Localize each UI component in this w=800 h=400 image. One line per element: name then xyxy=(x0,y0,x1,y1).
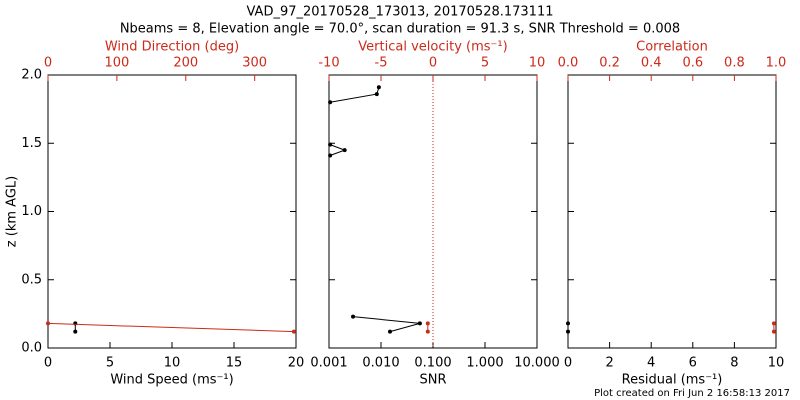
plot-frame xyxy=(47,74,297,349)
x-tick-label: 4 xyxy=(647,356,655,371)
x2-axis-label: Correlation xyxy=(636,40,708,55)
x2-tick-label: 0.8 xyxy=(724,56,745,71)
profile-point xyxy=(417,321,422,326)
x-tick-label: 2 xyxy=(605,356,613,371)
x-tick-label: 10 xyxy=(164,356,181,371)
y-tick-label: 0.0 xyxy=(21,341,42,356)
x-tick-label: 0 xyxy=(44,356,52,371)
profile-point xyxy=(566,321,570,326)
x-tick-label: 0.010 xyxy=(362,356,399,371)
profile-point xyxy=(388,329,393,334)
x-tick-label: 8 xyxy=(730,356,738,371)
profile-point xyxy=(351,314,356,319)
x2-tick-label: 1.0 xyxy=(766,56,787,71)
x2-tick-label: 0 xyxy=(44,56,52,71)
x-tick-label: 15 xyxy=(226,356,243,371)
profile-point xyxy=(328,153,333,158)
x-tick-label: 1.000 xyxy=(466,356,503,371)
profile-line xyxy=(329,87,421,333)
x2-tick-label: 10 xyxy=(529,56,546,71)
x2-tick-label: -5 xyxy=(375,56,388,71)
x2-axis-label: Wind Direction (deg) xyxy=(105,40,239,55)
y-tick-label: 1.5 xyxy=(21,136,42,151)
y-tick-label: 2.0 xyxy=(21,68,42,83)
plot-frame xyxy=(328,74,538,349)
profile-point xyxy=(771,321,776,326)
x-axis-label: Wind Speed (ms⁻¹) xyxy=(110,373,233,388)
x-tick-label: 0.001 xyxy=(310,356,347,371)
x-tick-label: 20 xyxy=(288,356,305,371)
x2-tick-label: 0 xyxy=(429,56,437,71)
profile-point xyxy=(771,329,776,334)
x2-tick-label: 5 xyxy=(481,56,489,71)
x-tick-label: 10.000 xyxy=(514,356,560,371)
profile-point xyxy=(425,329,430,334)
profile-point xyxy=(376,85,381,90)
x2-tick-label: 200 xyxy=(173,56,198,71)
x-tick-label: 10 xyxy=(768,356,785,371)
profile-point xyxy=(566,329,570,334)
y-tick-label: 1.0 xyxy=(21,204,42,219)
x-tick-label: 0.100 xyxy=(414,356,451,371)
profile-point xyxy=(291,329,296,334)
profile-point xyxy=(73,329,78,334)
x2-tick-label: 300 xyxy=(242,56,267,71)
x2-axis-label: Vertical velocity (ms⁻¹) xyxy=(358,40,507,55)
x-tick-label: 0 xyxy=(564,356,572,371)
x-axis-label: Residual (ms⁻¹) xyxy=(622,373,723,388)
x2-tick-label: -10 xyxy=(318,56,339,71)
footer: Plot created on Fri Jun 2 16:58:13 2017 xyxy=(594,388,790,399)
profile-point xyxy=(328,100,333,105)
profile-point xyxy=(46,321,50,326)
title: VAD_97_20170528_173013, 20170528.173111 xyxy=(247,5,554,20)
x2-tick-label: 0.6 xyxy=(682,56,703,71)
profile-point xyxy=(374,92,379,97)
x-tick-label: 5 xyxy=(106,356,114,371)
profile-point xyxy=(342,148,347,153)
y-axis-label: z (km AGL) xyxy=(5,176,20,247)
profile-line xyxy=(47,322,294,333)
plot-frame xyxy=(567,74,777,349)
profile-point xyxy=(425,321,430,326)
x-tick-label: 6 xyxy=(689,356,697,371)
y-tick-label: 0.5 xyxy=(21,272,42,287)
x2-tick-label: 0.0 xyxy=(558,56,579,71)
x-axis-label: SNR xyxy=(419,373,446,388)
subtitle: Nbeams = 8, Elevation angle = 70.0°, sca… xyxy=(120,22,680,37)
x2-tick-label: 100 xyxy=(104,56,129,71)
x2-tick-label: 0.2 xyxy=(599,56,620,71)
profile-point xyxy=(328,142,333,147)
x2-tick-label: 0.4 xyxy=(641,56,662,71)
